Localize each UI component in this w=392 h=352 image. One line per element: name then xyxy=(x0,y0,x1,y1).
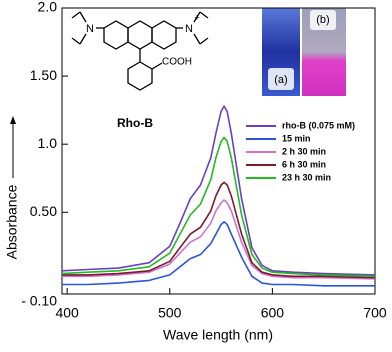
plot-frame xyxy=(61,7,376,295)
x-tick-label: 400 xyxy=(55,305,79,321)
series-line xyxy=(62,221,375,287)
compound-label: Rho-B xyxy=(117,116,153,130)
group-label: COOH xyxy=(162,57,192,68)
series-line xyxy=(62,199,376,280)
series-line xyxy=(61,105,376,276)
x-tick-label: 500 xyxy=(158,305,182,321)
y-axis-title: Absorbance xyxy=(4,184,20,259)
x-tick-label: 700 xyxy=(363,305,387,321)
charge-label: + xyxy=(194,12,199,22)
legend-label: 2 h 30 min xyxy=(282,146,326,156)
y-tick-label: 2.0 xyxy=(38,0,58,15)
series-line xyxy=(62,181,376,279)
photo-b-label-bg xyxy=(310,10,336,30)
photo-a-label-bg xyxy=(268,68,294,90)
legend-label: 6 h 30 min xyxy=(282,159,326,169)
structure xyxy=(71,11,209,91)
y-tick-label: 1.50 xyxy=(30,67,57,83)
y-tick-label: 0.50 xyxy=(30,203,57,219)
atom-label: N xyxy=(185,23,193,35)
x-axis-title: Wave length (nm) xyxy=(163,327,273,343)
legend-label: 23 h 30 min xyxy=(282,172,331,182)
photo-label: (a) xyxy=(274,74,287,86)
y-tick-label: - 0.10 xyxy=(21,293,57,309)
atom-label: N xyxy=(86,23,94,35)
series-line xyxy=(61,136,376,278)
legend-label: 15 min xyxy=(282,133,311,143)
y-axis-arrowhead xyxy=(10,116,16,124)
photo-label: (b) xyxy=(316,14,329,26)
x-tick-label: 600 xyxy=(261,305,285,321)
y-tick-label: 1.0 xyxy=(38,135,58,151)
legend-label: rho-B (0.075 mM) xyxy=(282,120,355,130)
